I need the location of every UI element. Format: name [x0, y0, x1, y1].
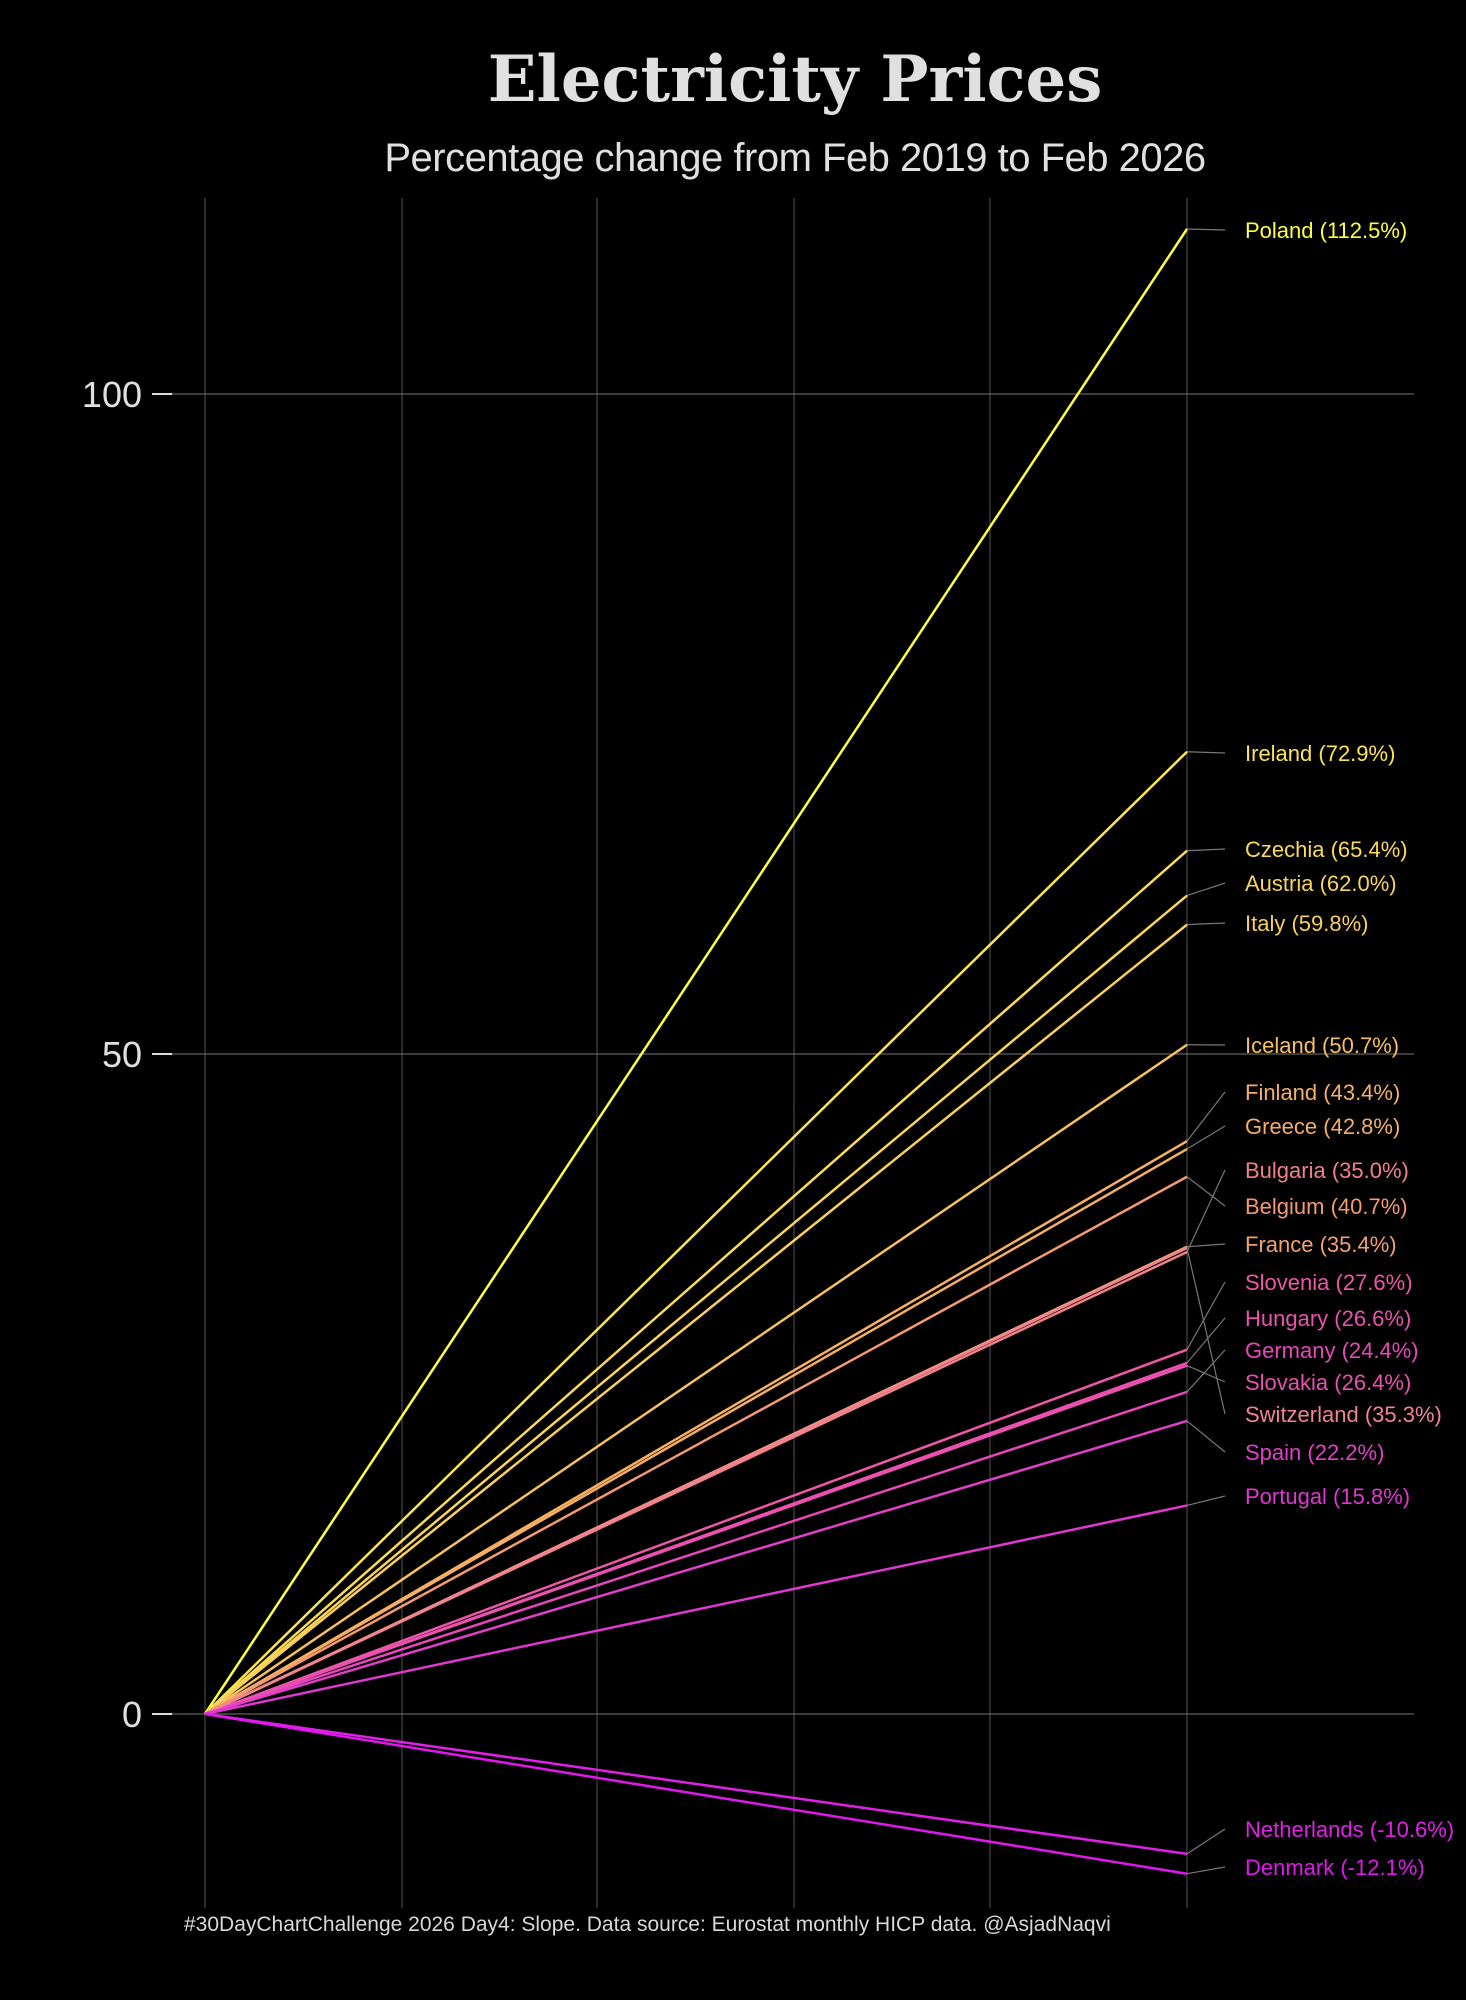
chart-title: Electricity Prices [487, 42, 1103, 117]
label-leader-line [1186, 1169, 1226, 1253]
series-line-italy [204, 923, 1188, 1715]
label-leader-line [1186, 1176, 1226, 1207]
data-label-portugal: Portugal (15.8%) [1245, 1484, 1410, 1509]
series-line-denmark [204, 1712, 1188, 1875]
data-label-finland: Finland (43.4%) [1245, 1080, 1400, 1105]
label-leader-line [1186, 1828, 1226, 1855]
y-tick-label: 100 [82, 374, 142, 415]
y-tick-label: 0 [122, 1694, 142, 1735]
chart-subtitle: Percentage change from Feb 2019 to Feb 2… [384, 136, 1206, 180]
data-label-belgium: Belgium (40.7%) [1245, 1194, 1408, 1219]
series-line-austria [204, 894, 1188, 1715]
label-leader-line [1186, 922, 1226, 926]
data-label-bulgaria: Bulgaria (35.0%) [1245, 1158, 1409, 1183]
series-line-ireland [204, 750, 1188, 1715]
label-leader-line [1186, 1281, 1226, 1350]
label-leader-line [1186, 848, 1226, 852]
data-label-iceland: Iceland (50.7%) [1245, 1033, 1399, 1058]
data-label-austria: Austria (62.0%) [1245, 871, 1397, 896]
label-leader-line [1186, 1495, 1226, 1507]
label-leader-line [1186, 1364, 1226, 1383]
series-line-spain [204, 1419, 1188, 1716]
data-label-italy: Italy (59.8%) [1245, 911, 1369, 936]
data-label-hungary: Hungary (26.6%) [1245, 1306, 1411, 1331]
series-line-slovakia [204, 1364, 1188, 1716]
data-label-germany: Germany (24.4%) [1245, 1338, 1419, 1363]
label-leader-line [1186, 228, 1226, 231]
series-line-belgium [204, 1175, 1188, 1716]
label-leader-line [1186, 1420, 1226, 1453]
data-label-slovakia: Slovakia (26.4%) [1245, 1370, 1411, 1395]
data-label-denmark: Denmark (-12.1%) [1245, 1855, 1425, 1880]
label-leader-line [1186, 882, 1226, 897]
label-leader-line [1186, 1317, 1226, 1364]
series-line-germany [204, 1390, 1188, 1716]
label-leader-line [1186, 1247, 1226, 1415]
data-label-ireland: Ireland (72.9%) [1245, 741, 1395, 766]
label-leader-line [1186, 1866, 1226, 1875]
series-line-slovenia [204, 1348, 1188, 1716]
data-label-france: France (35.4%) [1245, 1232, 1397, 1257]
data-label-spain: Spain (22.2%) [1245, 1440, 1384, 1465]
data-label-switzerland: Switzerland (35.3%) [1245, 1402, 1442, 1427]
chart-caption: #30DayChartChallenge 2026 Day4: Slope. D… [184, 1913, 1111, 1936]
label-leader-line [1186, 1243, 1226, 1248]
data-label-netherlands: Netherlands (-10.6%) [1245, 1817, 1454, 1842]
series-line-czechia [204, 849, 1188, 1715]
series-line-iceland [204, 1043, 1188, 1716]
label-leader-line [1186, 751, 1226, 754]
label-leader-line [1186, 1091, 1226, 1142]
data-label-greece: Greece (42.8%) [1245, 1114, 1400, 1139]
series-line-portugal [204, 1504, 1188, 1716]
label-leader-line [1186, 1125, 1226, 1150]
data-label-czechia: Czechia (65.4%) [1245, 837, 1408, 862]
series-line-netherlands [204, 1712, 1188, 1856]
series-line-poland [203, 228, 1189, 1715]
data-label-poland: Poland (112.5%) [1245, 218, 1407, 243]
y-tick-label: 50 [102, 1034, 142, 1075]
data-label-slovenia: Slovenia (27.6%) [1245, 1270, 1413, 1295]
series-line-switzerland [204, 1246, 1188, 1716]
series-line-greece [204, 1147, 1188, 1716]
label-leader-line [1186, 1349, 1226, 1393]
